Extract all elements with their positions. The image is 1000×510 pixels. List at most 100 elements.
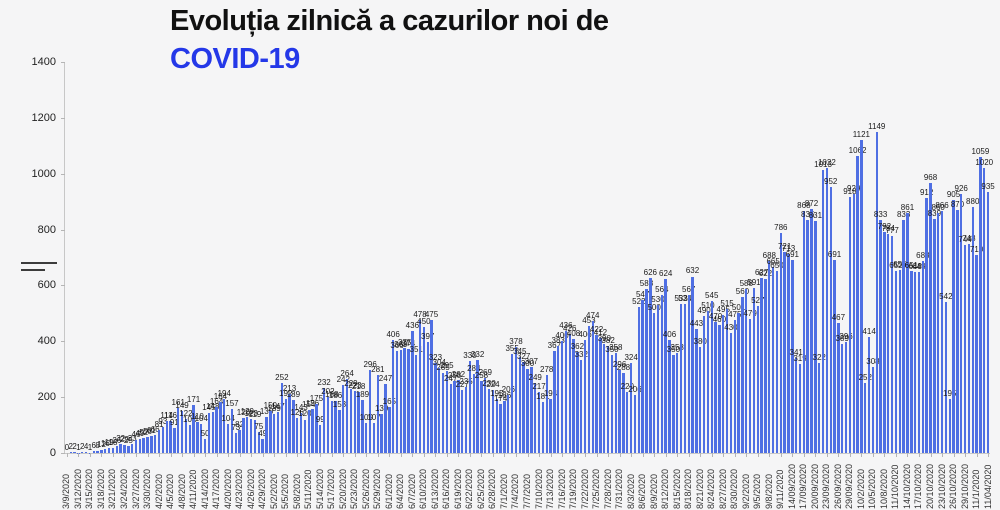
bar-value-label: 564	[655, 285, 669, 295]
x-tick-label: 3/9/2020	[61, 473, 72, 509]
bar-value-label: 1062	[848, 146, 867, 156]
bar-value-label: 474	[586, 310, 600, 320]
x-tick-mark	[78, 453, 80, 457]
x-tick-mark	[631, 453, 633, 457]
y-tick-mark	[61, 397, 65, 399]
bar	[983, 168, 986, 453]
x-tick-mark	[308, 453, 310, 457]
x-tick-label: 7/4/2020	[510, 473, 521, 509]
x-tick-label: 5/29/2020	[372, 468, 383, 509]
bar-value-label: 129	[240, 406, 254, 416]
bar-value-label: 122	[179, 408, 193, 418]
x-tick-label: 8/3/2020	[625, 473, 636, 509]
x-tick-mark	[688, 453, 690, 457]
bar	[764, 279, 767, 453]
x-tick-mark	[182, 453, 184, 457]
bar-value-label: 25	[123, 436, 133, 446]
x-tick-mark	[539, 453, 540, 457]
bar	[130, 443, 134, 453]
x-tick-label: 29/09/2020	[844, 463, 855, 509]
bar-value-label: 104	[194, 413, 208, 423]
bar	[610, 355, 614, 453]
x-tick-label: 8/12/2020	[660, 468, 671, 509]
bar	[960, 194, 963, 453]
bar-value-label: 8	[95, 440, 100, 450]
bar-value-label: 866	[935, 201, 949, 211]
bar	[510, 353, 514, 453]
x-tick-label: 5/17/2020	[326, 468, 337, 509]
x-tick-mark	[446, 453, 448, 457]
bar	[541, 402, 545, 453]
bar-value-label: 532	[674, 294, 688, 304]
x-tick-mark	[216, 453, 218, 457]
bar-value-label: 164	[209, 397, 224, 407]
bar	[188, 424, 191, 453]
bar-value-label: 935	[981, 181, 995, 191]
bar	[975, 254, 978, 453]
bar	[292, 400, 295, 453]
bar	[649, 278, 652, 453]
bar-value-label: 651	[904, 261, 918, 271]
bar	[296, 417, 299, 453]
bar-value-label: 189	[286, 390, 301, 400]
x-tick-label: 4/23/2020	[234, 468, 245, 509]
bar-value-label: 126	[290, 407, 304, 417]
bar	[917, 271, 921, 453]
bar-value-label: 1013	[814, 160, 832, 170]
x-tick-mark	[619, 453, 621, 457]
bar-value-label: 114	[160, 411, 174, 421]
bar-value-label: 2	[68, 442, 73, 452]
x-tick-mark	[988, 453, 990, 457]
bar-value-label: 649	[912, 261, 926, 271]
bar	[468, 360, 472, 453]
bar	[979, 157, 982, 453]
x-tick-label: 8/21/2020	[694, 468, 705, 509]
bar	[242, 417, 245, 453]
x-tick-mark	[228, 453, 230, 457]
bar-value-label: 258	[474, 370, 489, 380]
x-tick-mark	[147, 453, 149, 457]
bar	[629, 362, 633, 453]
bar-value-label: 247	[444, 374, 458, 384]
bar-value-label: 150	[263, 401, 278, 411]
bar	[710, 300, 713, 453]
bar-value-label: 501	[731, 303, 746, 313]
bar	[802, 210, 806, 453]
bar-value-label: 400	[555, 331, 569, 341]
x-tick-mark	[320, 453, 322, 457]
bar	[722, 314, 725, 453]
bar	[856, 156, 859, 453]
bar	[495, 398, 498, 453]
bar	[73, 452, 76, 453]
x-tick-label: 4/11/2020	[188, 469, 199, 509]
x-tick-label: 10/8/2020	[878, 468, 889, 509]
bar-value-label: 350	[605, 345, 619, 355]
bar-value-label: 397	[421, 332, 435, 342]
x-tick-label: 4/20/2020	[222, 468, 233, 509]
x-tick-mark	[723, 453, 725, 457]
bar	[940, 211, 944, 453]
bar-value-label: 389	[835, 334, 849, 344]
bar-value-label: 422	[589, 325, 604, 335]
bar	[487, 388, 491, 453]
chart-title-line2: COVID-19	[170, 43, 300, 75]
bar-value-label: 713	[781, 243, 796, 253]
bar-value-label: 181	[536, 392, 550, 402]
bar-value-label: 186	[328, 391, 343, 401]
x-tick-mark	[734, 453, 736, 457]
bar-value-label: 188	[325, 390, 339, 400]
bar-value-label: 748	[962, 234, 976, 244]
x-tick-label: 3/15/2020	[84, 468, 95, 509]
bar	[215, 407, 218, 453]
bar-value-label: 217	[532, 382, 546, 392]
bar	[971, 207, 974, 453]
bar	[841, 344, 844, 453]
bar	[119, 444, 122, 453]
bar-value-label: 224	[486, 380, 500, 390]
bar	[203, 439, 207, 453]
bar-value-label: 1022	[817, 157, 836, 167]
bar-value-label: 478	[413, 309, 427, 319]
bar-value-label: 786	[774, 223, 788, 233]
x-tick-label: 6/4/2020	[395, 473, 406, 509]
bar-value-label: 258	[447, 370, 462, 380]
